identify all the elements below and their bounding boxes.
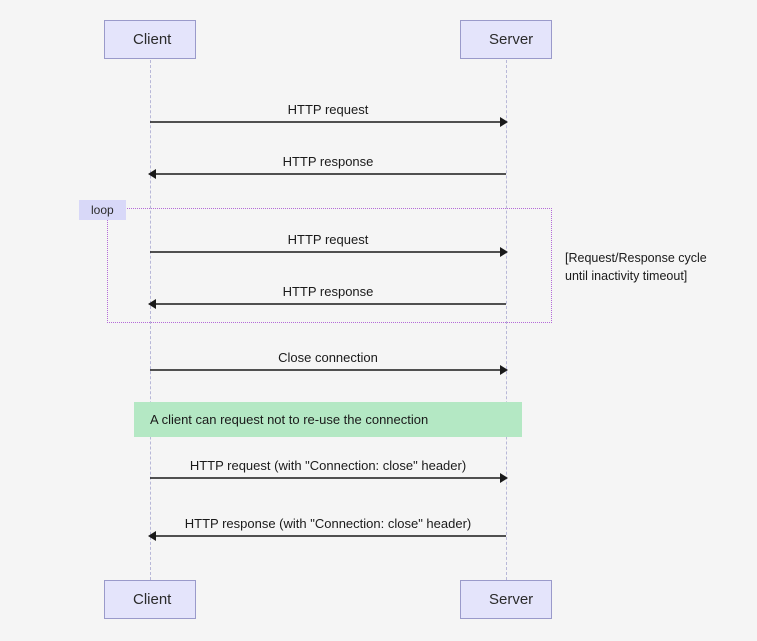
actor-label: Client bbox=[133, 31, 171, 48]
message-arrow-req1 bbox=[150, 116, 508, 128]
message-arrow-resp1 bbox=[148, 168, 506, 180]
actor-label: Server bbox=[489, 31, 533, 48]
message-label-resp2: HTTP response bbox=[150, 284, 506, 299]
message-arrow-resp2 bbox=[148, 298, 506, 310]
actor-server-top: Server bbox=[460, 20, 552, 59]
message-label-req1: HTTP request bbox=[150, 102, 506, 117]
actor-label: Client bbox=[133, 591, 171, 608]
message-arrow-req2 bbox=[150, 246, 508, 258]
message-label-resp1: HTTP response bbox=[150, 154, 506, 169]
message-label-resp3: HTTP response (with "Connection: close" … bbox=[150, 516, 506, 531]
actor-client-top: Client bbox=[104, 20, 196, 59]
sequence-diagram: Client Server loop [Request/Response cyc… bbox=[0, 0, 757, 641]
actor-server-bottom: Server bbox=[460, 580, 552, 619]
message-label-req3: HTTP request (with "Connection: close" h… bbox=[150, 458, 506, 473]
diagram-note: A client can request not to re-use the c… bbox=[134, 402, 522, 437]
message-arrow-req3 bbox=[150, 472, 508, 484]
message-arrow-resp3 bbox=[148, 530, 506, 542]
loop-side-note: [Request/Response cycle until inactivity… bbox=[565, 250, 707, 285]
actor-client-bottom: Client bbox=[104, 580, 196, 619]
actor-label: Server bbox=[489, 591, 533, 608]
message-label-req2: HTTP request bbox=[150, 232, 506, 247]
message-label-close: Close connection bbox=[150, 350, 506, 365]
message-arrow-close bbox=[150, 364, 508, 376]
loop-label: loop bbox=[79, 200, 126, 220]
